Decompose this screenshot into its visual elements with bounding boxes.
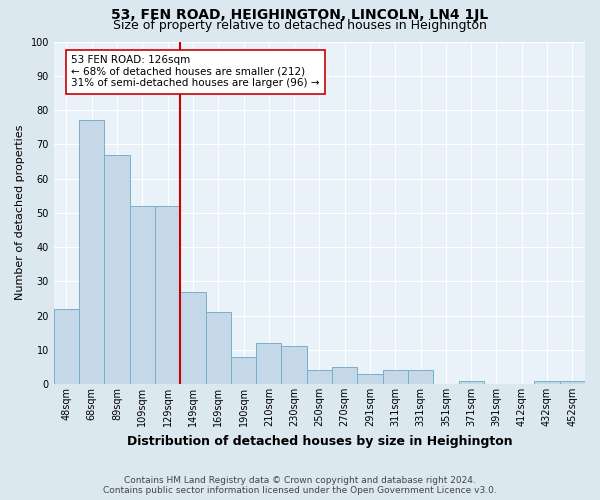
Bar: [130, 206, 155, 384]
Text: 53 FEN ROAD: 126sqm
← 68% of detached houses are smaller (212)
31% of semi-detac: 53 FEN ROAD: 126sqm ← 68% of detached ho…: [71, 55, 319, 88]
Bar: [256, 343, 281, 384]
Bar: [231, 356, 256, 384]
Text: 53, FEN ROAD, HEIGHINGTON, LINCOLN, LN4 1JL: 53, FEN ROAD, HEIGHINGTON, LINCOLN, LN4 …: [112, 8, 488, 22]
Bar: [79, 120, 104, 384]
Bar: [104, 154, 130, 384]
Bar: [206, 312, 231, 384]
Bar: [358, 374, 383, 384]
Bar: [281, 346, 307, 384]
Text: Contains HM Land Registry data © Crown copyright and database right 2024.
Contai: Contains HM Land Registry data © Crown c…: [103, 476, 497, 495]
Bar: [332, 367, 358, 384]
Text: Size of property relative to detached houses in Heighington: Size of property relative to detached ho…: [113, 18, 487, 32]
Bar: [383, 370, 408, 384]
Bar: [307, 370, 332, 384]
X-axis label: Distribution of detached houses by size in Heighington: Distribution of detached houses by size …: [127, 434, 512, 448]
Bar: [535, 380, 560, 384]
Bar: [155, 206, 180, 384]
Bar: [560, 380, 585, 384]
Bar: [408, 370, 433, 384]
Bar: [54, 308, 79, 384]
Y-axis label: Number of detached properties: Number of detached properties: [15, 125, 25, 300]
Bar: [180, 292, 206, 384]
Bar: [458, 380, 484, 384]
